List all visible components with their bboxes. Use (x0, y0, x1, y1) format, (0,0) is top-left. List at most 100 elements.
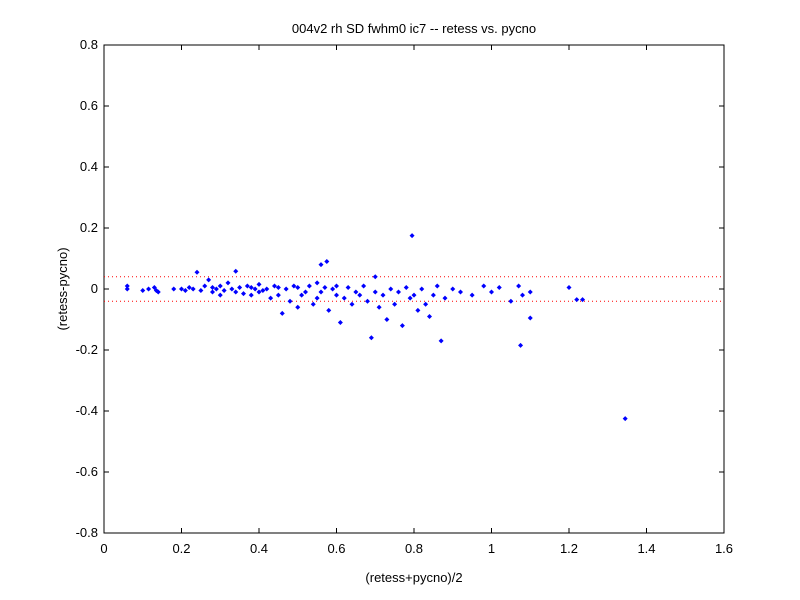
y-tick-label: 0.6 (80, 98, 98, 113)
point (380, 292, 386, 298)
point (283, 286, 289, 292)
point (481, 283, 487, 289)
point (248, 284, 254, 290)
point (155, 289, 161, 295)
x-tick-label: 1.2 (560, 541, 578, 556)
point (221, 288, 227, 294)
point (198, 288, 204, 294)
point (140, 288, 146, 294)
point (527, 315, 533, 321)
y-tick-label: -0.6 (76, 464, 98, 479)
point (194, 269, 200, 275)
y-tick-label: -0.8 (76, 525, 98, 540)
point (279, 310, 285, 316)
point (341, 295, 347, 301)
y-tick-label: 0.8 (80, 37, 98, 52)
y-tick-label: 0.4 (80, 159, 98, 174)
point (345, 284, 351, 290)
point (438, 338, 444, 344)
point (213, 286, 219, 292)
y-axis-label: (retess-pycno) (55, 247, 70, 330)
point (248, 292, 254, 298)
point (229, 286, 235, 292)
point (508, 298, 514, 304)
point (190, 286, 196, 292)
point (574, 297, 580, 303)
point (349, 301, 355, 307)
point (124, 286, 130, 292)
point (299, 292, 305, 298)
point (260, 288, 266, 294)
point (415, 307, 421, 313)
point (372, 274, 378, 280)
point (275, 292, 281, 298)
point (310, 301, 316, 307)
point (368, 335, 374, 341)
plot-frame (103, 44, 725, 534)
point (146, 286, 152, 292)
point (295, 284, 301, 290)
point (318, 262, 324, 268)
point (217, 283, 223, 289)
point (179, 286, 184, 292)
point (518, 342, 524, 348)
point (241, 291, 246, 297)
point (411, 292, 417, 298)
x-tick-label: 1 (488, 541, 495, 556)
point (399, 323, 405, 329)
point (210, 289, 215, 295)
point (423, 301, 429, 307)
point (365, 298, 370, 304)
point (314, 295, 320, 301)
point (295, 304, 301, 310)
point (396, 289, 401, 295)
chart-title: 004v2 rh SD fwhm0 ic7 -- retess vs. pycn… (292, 21, 536, 36)
point (272, 283, 277, 289)
point (233, 268, 239, 274)
point (361, 283, 367, 289)
point (496, 284, 502, 290)
point (580, 297, 586, 303)
x-tick-label: 0.2 (172, 541, 190, 556)
y-tick-label: -0.2 (76, 342, 98, 357)
point (353, 289, 359, 295)
point (324, 259, 330, 265)
point (225, 280, 231, 286)
x-tick-label: 0.6 (327, 541, 345, 556)
point (357, 292, 363, 298)
point (419, 286, 425, 292)
point (256, 289, 262, 295)
point (392, 301, 398, 307)
point (287, 298, 293, 304)
point (427, 313, 432, 319)
point (450, 286, 456, 292)
point (330, 286, 336, 292)
point (566, 284, 572, 290)
point (264, 286, 270, 292)
point (217, 292, 223, 298)
point (407, 295, 413, 301)
point (210, 284, 215, 290)
point (182, 288, 188, 294)
point (527, 289, 533, 295)
x-tick-label: 1.6 (715, 541, 733, 556)
point (334, 292, 339, 298)
point (291, 283, 297, 289)
point (206, 277, 212, 283)
point (337, 320, 343, 326)
point (303, 289, 308, 295)
point (237, 284, 243, 290)
point (489, 289, 494, 295)
point (442, 295, 448, 301)
point (372, 289, 378, 295)
point (268, 295, 274, 301)
point (458, 289, 463, 295)
point (520, 292, 525, 298)
point (306, 283, 312, 289)
point (244, 283, 250, 289)
x-tick-label: 1.4 (637, 541, 655, 556)
point (388, 286, 394, 292)
point (252, 286, 258, 292)
point (326, 307, 332, 313)
